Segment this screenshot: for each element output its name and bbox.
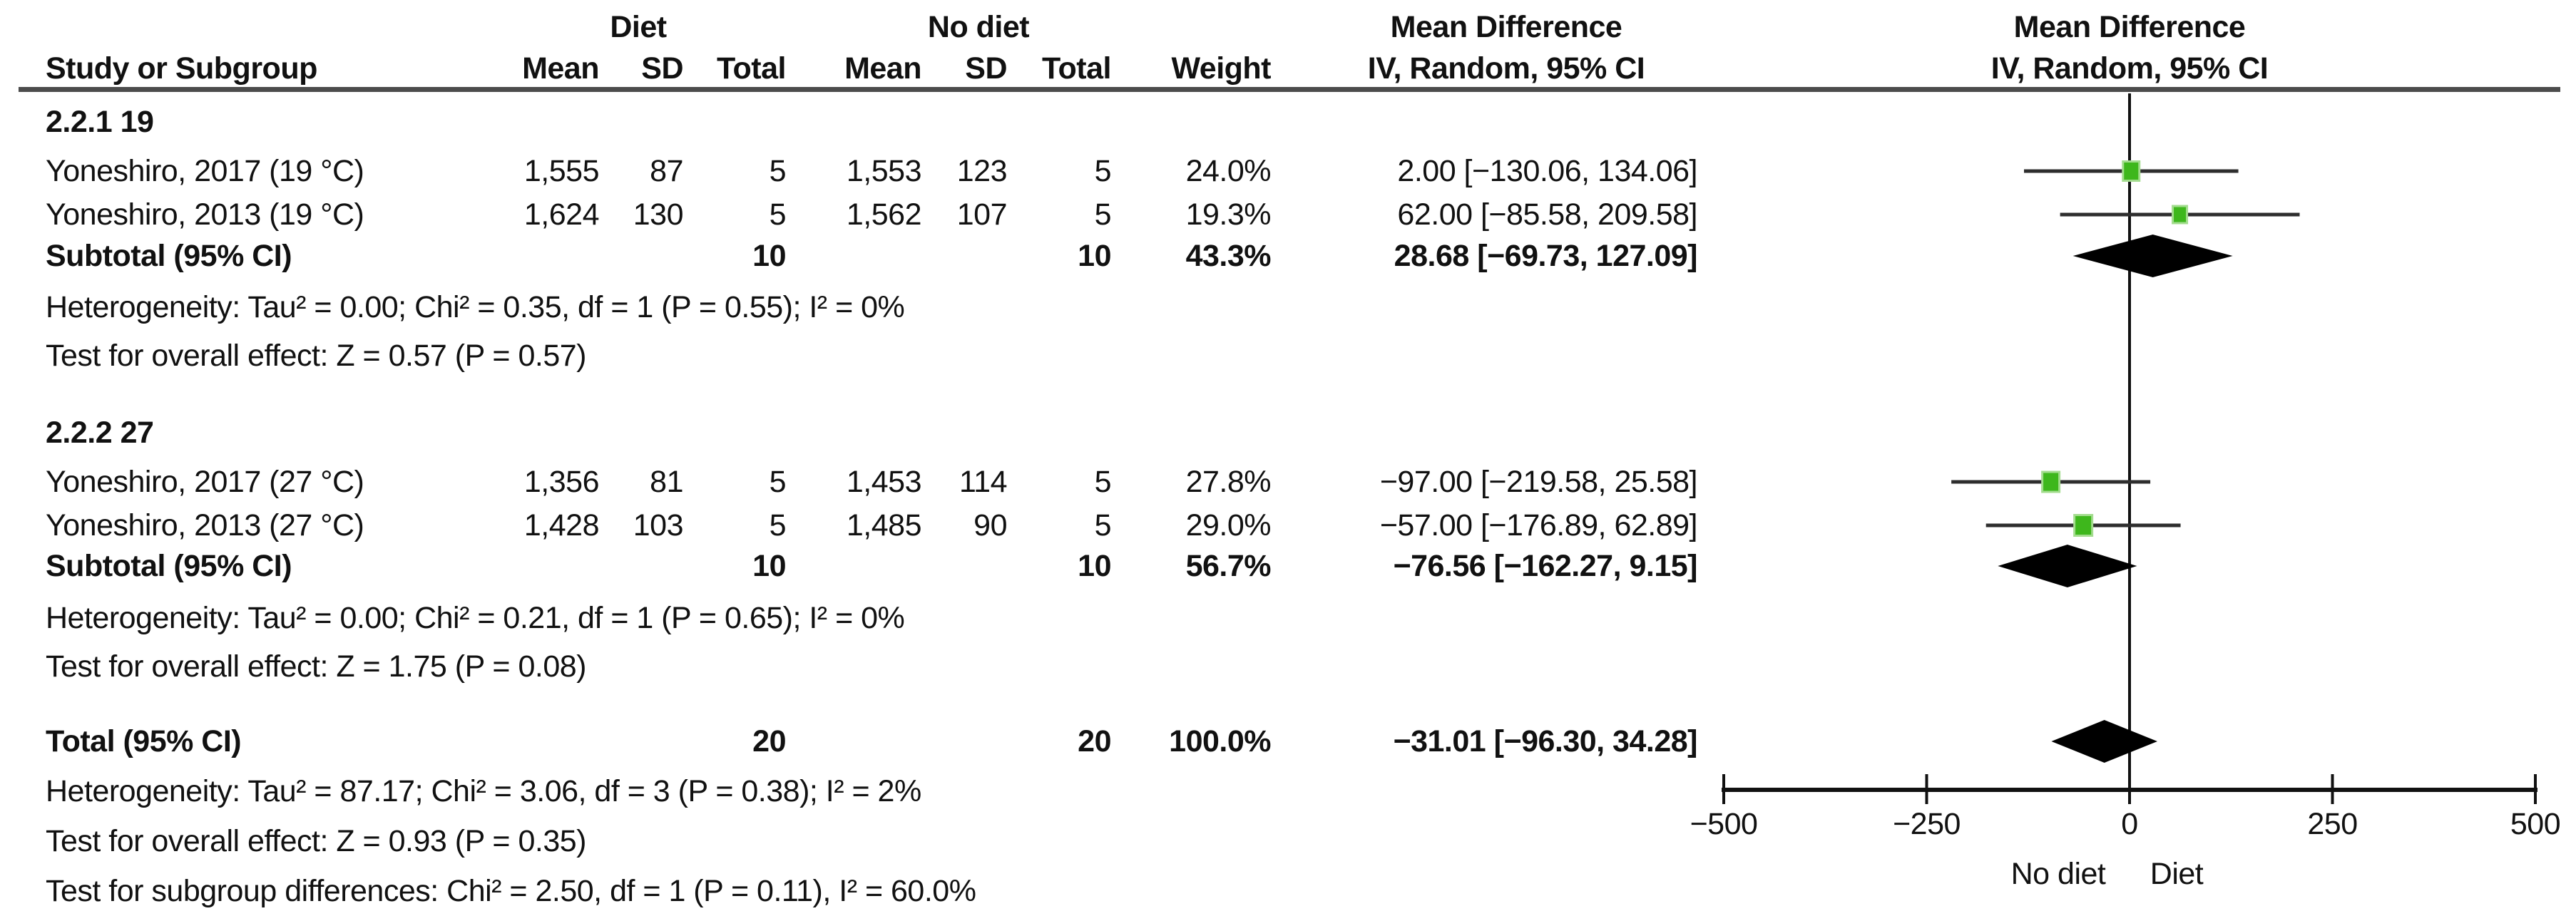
group-header-no-diet: No diet [927, 10, 1030, 44]
weight-value: 24.0% [1185, 154, 1272, 188]
md-ci-text: 62.00 [−85.58, 209.58] [1397, 197, 1697, 232]
subgroup-title-row: 2.2.2 27 [0, 413, 2576, 453]
study-label: Yoneshiro, 2013 (19 °C) [46, 197, 364, 232]
pooled-label: Total (95% CI) [46, 724, 242, 758]
statistics-text: Heterogeneity: Tau² = 0.00; Chi² = 0.35,… [46, 290, 905, 324]
nodiet-sd-value: 107 [956, 197, 1008, 232]
heterogeneity-row: Heterogeneity: Tau² = 0.00; Chi² = 0.21,… [0, 598, 2576, 638]
col-header-sd-nodiet: SD [965, 51, 1007, 86]
col-header-weight: Weight [1171, 51, 1271, 86]
nodiet-total-value: 5 [1094, 154, 1112, 188]
diet-mean-value: 1,428 [523, 508, 600, 542]
subgroup-title-row: 2.2.1 19 [0, 102, 2576, 142]
nodiet-total-value: 5 [1094, 508, 1112, 542]
diet-sd-value: 81 [650, 465, 683, 499]
ci-plot-subheader: IV, Random, 95% CI [1990, 51, 2269, 86]
header-row-columns: Study or Subgroup Mean SD Total Mean SD … [0, 48, 2576, 88]
nodiet-total-value: 10 [1078, 549, 1111, 583]
study-label: Yoneshiro, 2013 (27 °C) [46, 508, 364, 542]
weight-value: 100.0% [1169, 724, 1271, 758]
statistics-text: Heterogeneity: Tau² = 87.17; Chi² = 3.06… [46, 774, 921, 808]
diet-total-value: 5 [769, 465, 787, 499]
total-overall-effect-row: Test for overall effect: Z = 0.93 (P = 0… [0, 821, 2576, 861]
nodiet-sd-value: 123 [956, 154, 1008, 188]
study-row: Yoneshiro, 2017 (27 °C) 1,356 81 5 1,453 114 5… [0, 462, 2576, 502]
subgroup-difference-row: Test for subgroup differences: Chi² = 2.… [0, 871, 2576, 911]
weight-value: 19.3% [1185, 197, 1272, 232]
diet-sd-value: 87 [650, 154, 683, 188]
col-header-total-nodiet: Total [1041, 51, 1112, 86]
diet-total-value: 5 [769, 154, 787, 188]
statistics-text: Test for overall effect: Z = 0.57 (P = 0… [46, 339, 586, 373]
total-row: Total (95% CI) 20 20 100.0% −31.01 [−96.30, … [0, 721, 2576, 761]
md-ci-text: 28.68 [−69.73, 127.09] [1394, 239, 1698, 273]
diet-sd-value: 103 [633, 508, 684, 542]
nodiet-total-value: 10 [1078, 239, 1111, 273]
study-label: Yoneshiro, 2017 (19 °C) [46, 154, 364, 188]
col-header-mean-diet: Mean [522, 51, 599, 86]
weight-value: 27.8% [1185, 465, 1272, 499]
md-ci-text: −57.00 [−176.89, 62.89] [1379, 508, 1698, 542]
statistics-text: Test for overall effect: Z = 1.75 (P = 0… [46, 649, 586, 684]
diet-total-value: 20 [752, 724, 786, 758]
diet-sd-value: 130 [633, 197, 684, 232]
md-ci-text: 2.00 [−130.06, 134.06] [1397, 154, 1697, 188]
col-header-total-diet: Total [716, 51, 787, 86]
nodiet-total-value: 5 [1094, 465, 1112, 499]
ci-column-subheader: IV, Random, 95% CI [1367, 51, 1645, 86]
subgroup-title: 2.2.1 19 [46, 105, 154, 139]
pooled-label: Subtotal (95% CI) [46, 549, 292, 583]
weight-value: 29.0% [1185, 508, 1272, 542]
diet-total-value: 5 [769, 197, 787, 232]
diet-total-value: 10 [752, 549, 786, 583]
subtotal-row: Subtotal (95% CI) 10 10 43.3% 28.68 [−69.73,… [0, 236, 2576, 276]
nodiet-mean-value: 1,453 [846, 465, 922, 499]
diet-total-value: 5 [769, 508, 787, 542]
md-ci-text: −31.01 [−96.30, 34.28] [1393, 724, 1697, 758]
heterogeneity-row: Heterogeneity: Tau² = 0.00; Chi² = 0.35,… [0, 287, 2576, 327]
study-row: Yoneshiro, 2013 (27 °C) 1,428 103 5 1,485 90 5… [0, 505, 2576, 545]
nodiet-sd-value: 114 [959, 465, 1008, 499]
col-header-study: Study or Subgroup [46, 51, 317, 86]
md-plot-header: Mean Difference [2013, 10, 2246, 44]
subgroup-title: 2.2.2 27 [46, 416, 154, 450]
nodiet-total-value: 5 [1094, 197, 1112, 232]
diet-total-value: 10 [752, 239, 786, 273]
study-row: Yoneshiro, 2013 (19 °C) 1,624 130 5 1,562 107… [0, 195, 2576, 235]
statistics-text: Test for subgroup differences: Chi² = 2.… [46, 874, 976, 908]
overall-effect-row: Test for overall effect: Z = 1.75 (P = 0… [0, 647, 2576, 686]
col-header-sd-diet: SD [641, 51, 683, 86]
group-header-diet: Diet [610, 10, 667, 44]
study-label: Yoneshiro, 2017 (27 °C) [46, 465, 364, 499]
total-heterogeneity-row: Heterogeneity: Tau² = 87.17; Chi² = 3.06… [0, 771, 2576, 811]
md-ci-text: −76.56 [−162.27, 9.15] [1393, 549, 1697, 583]
md-column-header: Mean Difference [1390, 10, 1622, 44]
pooled-label: Subtotal (95% CI) [46, 239, 292, 273]
weight-value: 43.3% [1185, 239, 1272, 273]
nodiet-sd-value: 90 [973, 508, 1007, 542]
weight-value: 56.7% [1185, 549, 1272, 583]
axis-left-favour-label: No diet [2010, 857, 2106, 891]
diet-mean-value: 1,624 [523, 197, 600, 232]
col-header-mean-nodiet: Mean [844, 51, 921, 86]
statistics-text: Heterogeneity: Tau² = 0.00; Chi² = 0.21,… [46, 601, 905, 635]
overall-effect-row: Test for overall effect: Z = 0.57 (P = 0… [0, 336, 2576, 376]
diet-mean-value: 1,356 [523, 465, 600, 499]
header-row-groups: Diet No diet Mean Difference Mean Differ… [0, 7, 2576, 47]
nodiet-total-value: 20 [1078, 724, 1111, 758]
nodiet-mean-value: 1,562 [846, 197, 922, 232]
axis-right-favour-label: Diet [2150, 857, 2204, 891]
study-row: Yoneshiro, 2017 (19 °C) 1,555 87 5 1,553 123 5… [0, 151, 2576, 191]
md-ci-text: −97.00 [−219.58, 25.58] [1379, 465, 1698, 499]
nodiet-mean-value: 1,485 [846, 508, 922, 542]
header-rule [19, 87, 2560, 92]
subtotal-row: Subtotal (95% CI) 10 10 56.7% −76.56 [−162.2… [0, 546, 2576, 586]
diet-mean-value: 1,555 [523, 154, 600, 188]
statistics-text: Test for overall effect: Z = 0.93 (P = 0… [46, 824, 586, 858]
nodiet-mean-value: 1,553 [846, 154, 922, 188]
